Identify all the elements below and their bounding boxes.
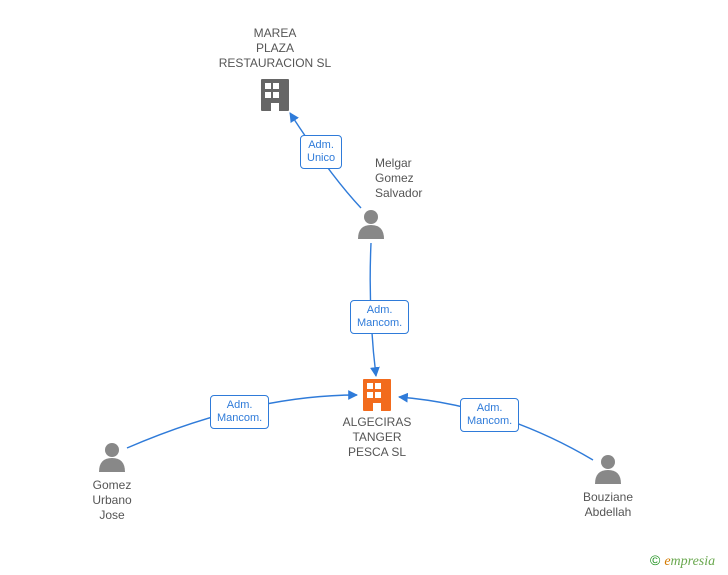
watermark: ©empresia — [650, 552, 715, 570]
node-label-line: Abdellah — [538, 505, 678, 520]
edge-label-gomez-algeciras: Adm.Mancom. — [210, 395, 269, 429]
edge-label-line: Adm. — [307, 139, 335, 152]
node-label-line: RESTAURACION SL — [205, 56, 345, 71]
edge-label-line: Mancom. — [357, 317, 402, 330]
node-label-line: Salvador — [375, 186, 515, 201]
node-label-line: MAREA — [205, 26, 345, 41]
edge-label-line: Mancom. — [467, 415, 512, 428]
edge-label-line: Mancom. — [217, 412, 262, 425]
node-label-line: Bouziane — [538, 490, 678, 505]
node-algeciras: ALGECIRASTANGERPESCA SL — [307, 415, 447, 460]
node-label-line: ALGECIRAS — [307, 415, 447, 430]
node-bouziane: BouzianeAbdellah — [538, 490, 678, 520]
node-label-line: Gomez — [375, 171, 515, 186]
edge-label-bouziane-algeciras: Adm.Mancom. — [460, 398, 519, 432]
node-label-line: PESCA SL — [307, 445, 447, 460]
edge-label-melgar-algeciras: Adm.Mancom. — [350, 300, 409, 334]
person-icon — [595, 455, 621, 484]
node-label-line: Urbano — [42, 493, 182, 508]
person-icon — [99, 443, 125, 472]
edge-label-melgar-marea: Adm.Unico — [300, 135, 342, 169]
node-label-line: Jose — [42, 508, 182, 523]
edge-label-line: Adm. — [217, 399, 262, 412]
node-label-line: TANGER — [307, 430, 447, 445]
brand-rest: mpresia — [671, 554, 716, 569]
edge-label-line: Unico — [307, 152, 335, 165]
edge-label-line: Adm. — [467, 402, 512, 415]
node-gomez: GomezUrbanoJose — [42, 478, 182, 523]
copyright-symbol: © — [650, 552, 660, 568]
node-label-line: Melgar — [375, 156, 515, 171]
edge-label-line: Adm. — [357, 304, 402, 317]
node-melgar: MelgarGomezSalvador — [375, 156, 515, 201]
node-marea: MAREAPLAZARESTAURACION SL — [205, 26, 345, 71]
building-icon — [261, 79, 289, 111]
building-icon — [363, 379, 391, 411]
node-label-line: PLAZA — [205, 41, 345, 56]
person-icon — [358, 210, 384, 239]
node-label-line: Gomez — [42, 478, 182, 493]
